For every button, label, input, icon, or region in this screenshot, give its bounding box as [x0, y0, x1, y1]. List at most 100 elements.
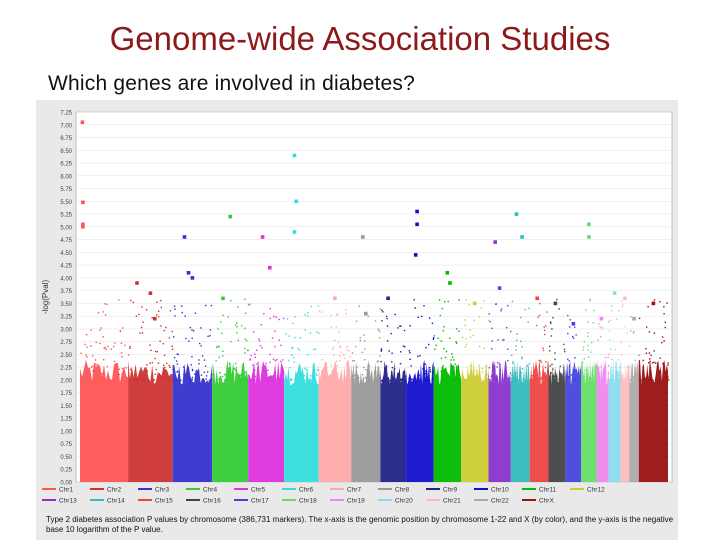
data-point [318, 332, 320, 334]
data-point [481, 367, 483, 370]
chromosome-chr15 [529, 296, 549, 482]
data-point [98, 379, 101, 381]
data-point [500, 308, 503, 310]
data-point [438, 299, 441, 301]
data-point [374, 320, 377, 322]
data-point [230, 378, 233, 380]
data-point [611, 305, 613, 307]
data-point [350, 377, 352, 380]
significant-point [81, 200, 85, 205]
data-point [617, 359, 620, 361]
data-point [391, 367, 394, 369]
data-point [104, 314, 107, 316]
data-point [252, 364, 254, 366]
data-point [185, 337, 187, 340]
data-point [378, 379, 380, 381]
data-point [454, 363, 456, 365]
data-point [198, 363, 200, 365]
data-point [355, 373, 357, 375]
data-point [363, 366, 365, 369]
data-point [163, 330, 165, 332]
data-point [106, 303, 108, 305]
data-point [531, 375, 533, 377]
data-point [165, 326, 167, 329]
data-point [601, 379, 603, 382]
data-point [433, 335, 436, 337]
data-point [157, 379, 160, 381]
data-point [585, 375, 587, 378]
data-point [171, 330, 173, 333]
data-point [600, 336, 602, 338]
data-point [120, 342, 123, 344]
data-point [377, 360, 379, 362]
data-point [160, 299, 162, 302]
data-point [425, 347, 427, 349]
data-point [339, 346, 341, 348]
data-point [659, 301, 661, 303]
data-point [190, 364, 192, 366]
data-points [80, 120, 670, 482]
data-point [567, 358, 569, 360]
data-point [551, 363, 553, 366]
data-point [279, 379, 282, 382]
dense-band [212, 360, 249, 482]
data-point [97, 377, 99, 379]
data-point [521, 356, 523, 358]
data-point [320, 377, 322, 379]
data-point [254, 356, 257, 358]
data-point [254, 353, 256, 355]
data-point [417, 316, 419, 318]
data-point [476, 369, 478, 372]
data-point [516, 339, 518, 342]
data-point [376, 361, 379, 363]
chromosome-chr14 [510, 212, 531, 482]
data-point [209, 335, 211, 337]
y-tick-label: 7.00 [60, 123, 72, 129]
data-point [198, 359, 200, 361]
data-point [540, 378, 542, 380]
data-point [456, 328, 458, 330]
data-point [103, 377, 106, 380]
data-point [178, 379, 181, 382]
data-point [510, 330, 512, 333]
data-point [244, 371, 246, 373]
data-point [332, 346, 335, 348]
legend-label: Chr9 [443, 487, 457, 494]
data-point [509, 372, 512, 374]
data-point [267, 369, 269, 371]
chromosome-chr1 [80, 120, 130, 482]
data-point [617, 371, 620, 373]
data-point [119, 330, 122, 332]
data-point [429, 367, 431, 369]
data-point [199, 342, 201, 345]
legend-label: Chr17 [251, 498, 269, 505]
data-point [168, 337, 171, 339]
y-tick-label: 0.25 [60, 468, 72, 474]
data-point [330, 365, 333, 367]
data-point [178, 377, 180, 379]
chromosome-chr7 [318, 296, 352, 482]
data-point [258, 374, 260, 376]
data-point [359, 339, 362, 342]
data-point [109, 379, 111, 382]
data-point [630, 330, 632, 332]
data-point [353, 360, 355, 362]
data-point [630, 316, 632, 318]
data-point [662, 379, 665, 382]
data-point [299, 337, 302, 339]
significant-point [413, 253, 418, 257]
data-point [392, 377, 395, 380]
data-point [608, 320, 610, 323]
data-point [173, 356, 176, 359]
data-point [137, 379, 139, 381]
data-point [292, 357, 295, 359]
data-point [364, 359, 366, 361]
data-point [194, 373, 196, 375]
legend-label: ChrX [539, 498, 554, 505]
data-point [585, 369, 587, 371]
data-point [598, 323, 600, 325]
data-point [659, 370, 661, 372]
significant-point [632, 316, 636, 321]
data-point [589, 298, 591, 301]
data-point [265, 373, 268, 375]
